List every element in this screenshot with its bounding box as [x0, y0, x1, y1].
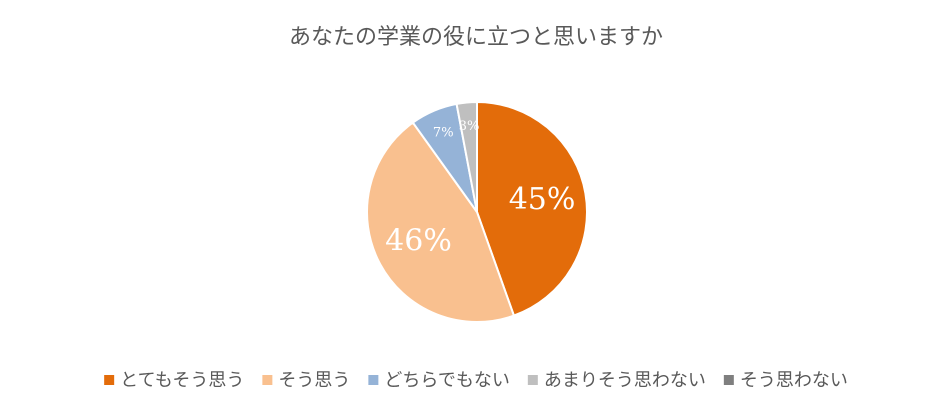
pie-slice — [366, 121, 516, 323]
pie-slice — [476, 100, 588, 317]
data-label: 45% — [509, 182, 576, 217]
legend-label: そう思わない — [740, 370, 848, 391]
legend-swatch — [368, 375, 379, 385]
chart-title: あなたの学業の役に立つと思いますか — [289, 25, 663, 50]
legend-label: どちらでもない — [384, 370, 509, 391]
legend-swatch — [723, 375, 734, 385]
legend-label: そう思う — [278, 370, 350, 391]
legend-label: とてもそう思う — [120, 370, 244, 391]
legend: とてもそう思う そう思う どちらでもない あまりそう思わない そう思わない — [104, 370, 848, 391]
data-label: 46% — [385, 224, 452, 259]
legend-swatch — [527, 375, 538, 385]
legend-swatch — [262, 375, 273, 385]
pie: 45% 46% 7% 3% — [366, 100, 588, 323]
data-label: 7% — [433, 126, 454, 141]
data-label: 3% — [459, 119, 480, 134]
legend-label: あまりそう思わない — [544, 370, 706, 391]
legend-swatch — [104, 375, 115, 385]
